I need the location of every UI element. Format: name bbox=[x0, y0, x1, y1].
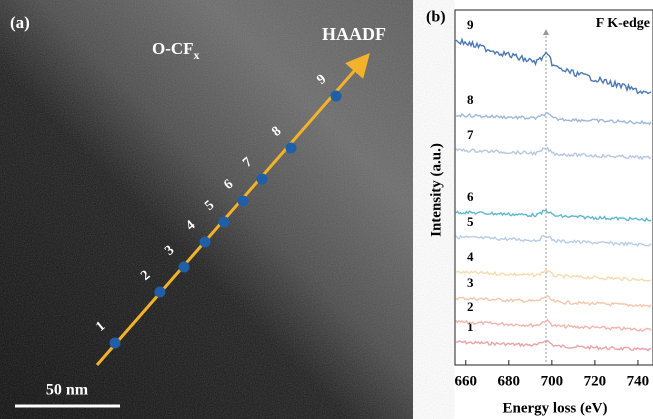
scan-point bbox=[199, 236, 211, 248]
scan-point bbox=[178, 261, 190, 273]
y-axis-label: Intensity (a.u.) bbox=[428, 143, 444, 237]
series-label: 3 bbox=[467, 275, 474, 290]
scan-line bbox=[95, 52, 370, 366]
spectrum bbox=[455, 146, 652, 161]
x-tick-label: 740 bbox=[627, 373, 650, 389]
scan-point bbox=[218, 216, 230, 228]
x-axis-label: Energy loss (eV) bbox=[503, 400, 608, 416]
chart-title: F K-edge bbox=[596, 16, 650, 31]
scan-point bbox=[109, 337, 121, 349]
scan-point bbox=[330, 90, 342, 102]
spectrum bbox=[455, 295, 652, 309]
spectrum bbox=[455, 318, 652, 332]
spectrum bbox=[455, 339, 652, 352]
x-tick-label: 660 bbox=[455, 373, 478, 389]
image-noise bbox=[0, 0, 413, 419]
series-label: 2 bbox=[467, 299, 474, 314]
plot-frame bbox=[454, 9, 653, 366]
scan-point bbox=[237, 195, 249, 207]
spectrum bbox=[455, 269, 652, 282]
panel-label: (a) bbox=[10, 13, 30, 32]
series-label: 7 bbox=[467, 127, 474, 142]
series-label: 5 bbox=[467, 214, 474, 229]
series-label: 6 bbox=[467, 189, 474, 204]
spectrum bbox=[455, 209, 652, 223]
series-label: 8 bbox=[467, 92, 474, 107]
scan-point bbox=[154, 286, 166, 298]
x-tick-label: 680 bbox=[498, 373, 521, 389]
series-label: 1 bbox=[467, 319, 474, 334]
series-label: 4 bbox=[467, 249, 474, 264]
spectrum bbox=[455, 234, 652, 247]
x-tick-label: 700 bbox=[541, 373, 564, 389]
region-text: O-CF bbox=[152, 39, 194, 58]
mode-label: HAADF bbox=[322, 24, 386, 44]
region-label: O-CFx bbox=[152, 39, 200, 62]
scan-point bbox=[256, 173, 268, 185]
spectrum bbox=[455, 37, 652, 95]
panel-b: (b) F K-edge Energy loss (eV) Intensity … bbox=[426, 9, 653, 416]
scan-point bbox=[285, 142, 297, 154]
spectrum bbox=[455, 112, 652, 126]
panel-label: (b) bbox=[426, 9, 446, 26]
scale-label: 50 nm bbox=[46, 382, 89, 399]
region-subscript: x bbox=[194, 48, 200, 62]
series-label: 9 bbox=[467, 17, 474, 32]
x-tick-label: 720 bbox=[584, 373, 607, 389]
